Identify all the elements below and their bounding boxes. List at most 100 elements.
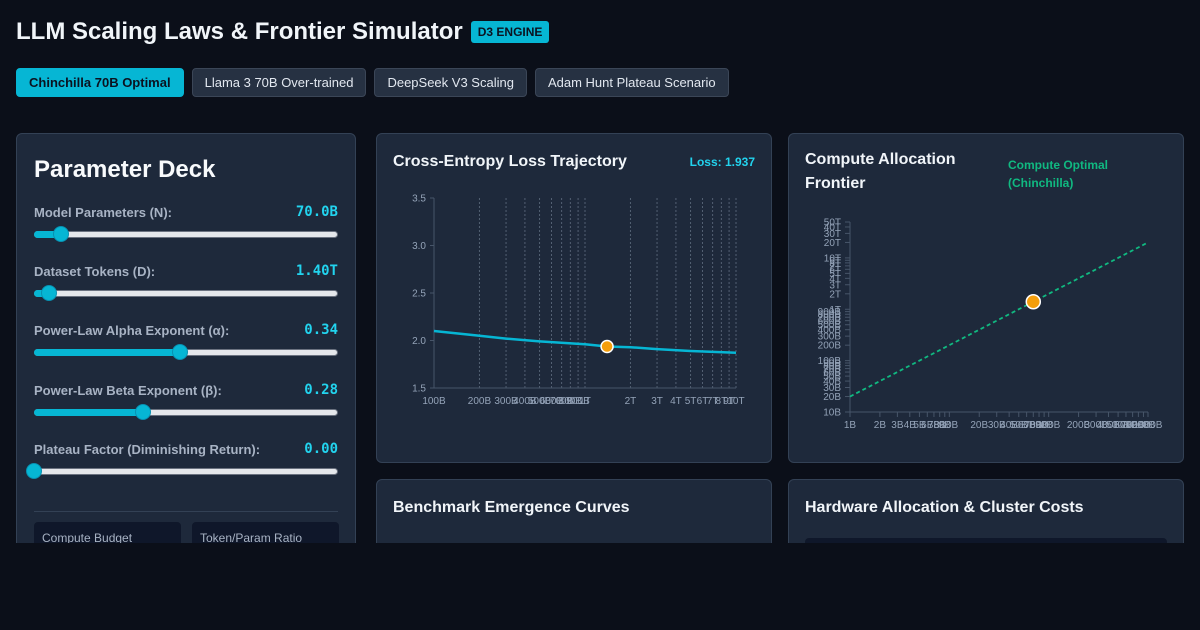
benchmark-card: Benchmark Emergence Curves: [376, 479, 772, 543]
scenario-llama3-button[interactable]: Llama 3 70B Over-trained: [191, 68, 367, 97]
compute-optimal-line: [849, 241, 1149, 398]
x-tick-label: 400B: [1097, 420, 1121, 431]
x-tick-label: 8T: [716, 396, 728, 407]
x-tick-label: 5B: [913, 420, 926, 431]
x-tick-label: 800B: [559, 396, 583, 407]
y-tick-label: 100B: [818, 356, 842, 367]
slider-thumb[interactable]: [135, 404, 152, 420]
y-tick-label: 200B: [818, 341, 842, 352]
param-value: 70.0B: [295, 204, 338, 220]
x-tick-label: 300B: [1084, 420, 1108, 431]
scenario-chinchilla-button[interactable]: Chinchilla 70B Optimal: [16, 68, 184, 97]
slider-track: [34, 231, 338, 238]
x-tick-label: 600B: [540, 396, 564, 407]
y-tick-label: 30B: [823, 383, 841, 394]
x-tick-label: 5T: [685, 396, 697, 407]
y-tick-label: 40B: [823, 377, 841, 388]
param-label: Dataset Tokens (D):: [34, 263, 156, 279]
x-tick-label: 1T: [579, 396, 591, 407]
x-tick-label: 3B: [891, 420, 904, 431]
x-tick-label: 80B: [1030, 420, 1048, 431]
y-tick-label: 700B: [818, 313, 842, 324]
x-tick-label: 500B: [1106, 420, 1130, 431]
x-tick-label: 900B: [1132, 420, 1156, 431]
scenario-deepseek-button[interactable]: DeepSeek V3 Scaling: [374, 68, 527, 97]
param-label: Plateau Factor (Diminishing Return):: [34, 441, 261, 457]
slider-thumb[interactable]: [26, 463, 42, 479]
benchmark-title: Benchmark Emergence Curves: [393, 499, 630, 516]
slider-thumb[interactable]: [41, 285, 58, 301]
y-tick-label: 1.5: [412, 384, 426, 395]
frontier-chart-title: Compute Allocation Frontier: [805, 148, 956, 196]
param-plateau-factor: Plateau Factor (Diminishing Return): 0.0…: [26, 441, 338, 479]
y-tick-label: 50B: [823, 372, 841, 383]
scenario-plateau-button[interactable]: Adam Hunt Plateau Scenario: [534, 68, 729, 97]
x-tick-label: 300B: [494, 396, 518, 407]
y-tick-label: 2T: [829, 289, 841, 300]
x-tick-label: 90B: [1035, 420, 1053, 431]
token-param-ratio-stat: Token/Param Ratio: [192, 522, 339, 543]
x-tick-label: 500B: [528, 396, 552, 407]
param-alpha-exponent: Power-Law Alpha Exponent (α): 0.34: [34, 322, 338, 360]
dataset-tokens-slider[interactable]: [34, 285, 338, 301]
model-parameters-slider[interactable]: [34, 226, 338, 242]
y-tick-label: 20T: [824, 238, 841, 249]
param-label: Power-Law Beta Exponent (β):: [34, 382, 222, 398]
param-dataset-tokens: Dataset Tokens (D): 1.40T: [34, 263, 338, 301]
x-tick-label: 800B: [1127, 420, 1151, 431]
y-tick-label: 900B: [818, 307, 842, 318]
y-tick-label: 400B: [818, 325, 842, 336]
y-tick-label: 2.0: [412, 336, 426, 347]
x-tick-label: 4T: [670, 396, 682, 407]
x-tick-label: 700B: [1121, 420, 1145, 431]
x-tick-label: 100B: [1037, 420, 1061, 431]
loss-readout: Loss: 1.937: [689, 155, 755, 169]
y-tick-label: 40T: [824, 222, 841, 233]
x-tick-label: 100B: [422, 396, 446, 407]
y-tick-label: 8T: [829, 258, 841, 269]
x-tick-label: 10B: [940, 420, 958, 431]
y-tick-label: 20B: [823, 392, 841, 403]
loss-curve: [433, 329, 737, 355]
x-tick-label: 10T: [727, 396, 744, 407]
y-tick-label: 300B: [818, 332, 842, 343]
x-tick-label: 6T: [697, 396, 709, 407]
slider-thumb[interactable]: [53, 226, 70, 242]
optimal-legend-line1: Compute Optimal: [1008, 158, 1109, 172]
slider-fill: [34, 231, 62, 238]
x-tick-label: 8B: [934, 420, 947, 431]
x-tick-label: 7T: [707, 396, 719, 407]
frontier-title-line2: Frontier: [805, 175, 866, 192]
param-value: 0.28: [304, 382, 338, 398]
scenario-tabs: Chinchilla 70B Optimal Llama 3 70B Over-…: [16, 68, 729, 97]
y-tick-label: 3T: [829, 280, 841, 291]
x-tick-label: 200B: [1067, 420, 1091, 431]
param-value: 1.40T: [295, 263, 338, 279]
y-tick-label: 3.5: [412, 194, 426, 205]
x-tick-label: 2B: [874, 420, 887, 431]
x-tick-label: 60B: [1018, 420, 1036, 431]
x-tick-label: 70B: [1024, 420, 1042, 431]
stat-label: Token/Param Ratio: [200, 531, 303, 543]
x-tick-label: 3T: [651, 396, 663, 407]
x-tick-label: 9T: [723, 396, 735, 407]
y-tick-label: 800B: [818, 310, 842, 321]
param-value: 0.34: [304, 322, 338, 338]
alpha-exponent-slider[interactable]: [34, 344, 338, 360]
plateau-factor-slider[interactable]: [26, 463, 338, 479]
x-tick-label: 6B: [921, 420, 934, 431]
x-tick-label: 200B: [468, 396, 492, 407]
x-tick-label: 4B: [904, 420, 917, 431]
x-tick-label: 7B: [928, 420, 941, 431]
x-tick-label: 30B: [988, 420, 1006, 431]
deck-title: Parameter Deck: [34, 156, 216, 183]
slider-track: [34, 290, 338, 297]
param-value: 0.00: [304, 441, 338, 457]
hardware-title: Hardware Allocation & Cluster Costs: [805, 499, 1084, 516]
hardware-panel: [805, 538, 1167, 543]
slider-thumb[interactable]: [171, 344, 188, 360]
y-tick-label: 3.0: [412, 241, 426, 252]
beta-exponent-slider[interactable]: [34, 404, 338, 420]
y-tick-label: 10T: [824, 253, 841, 264]
